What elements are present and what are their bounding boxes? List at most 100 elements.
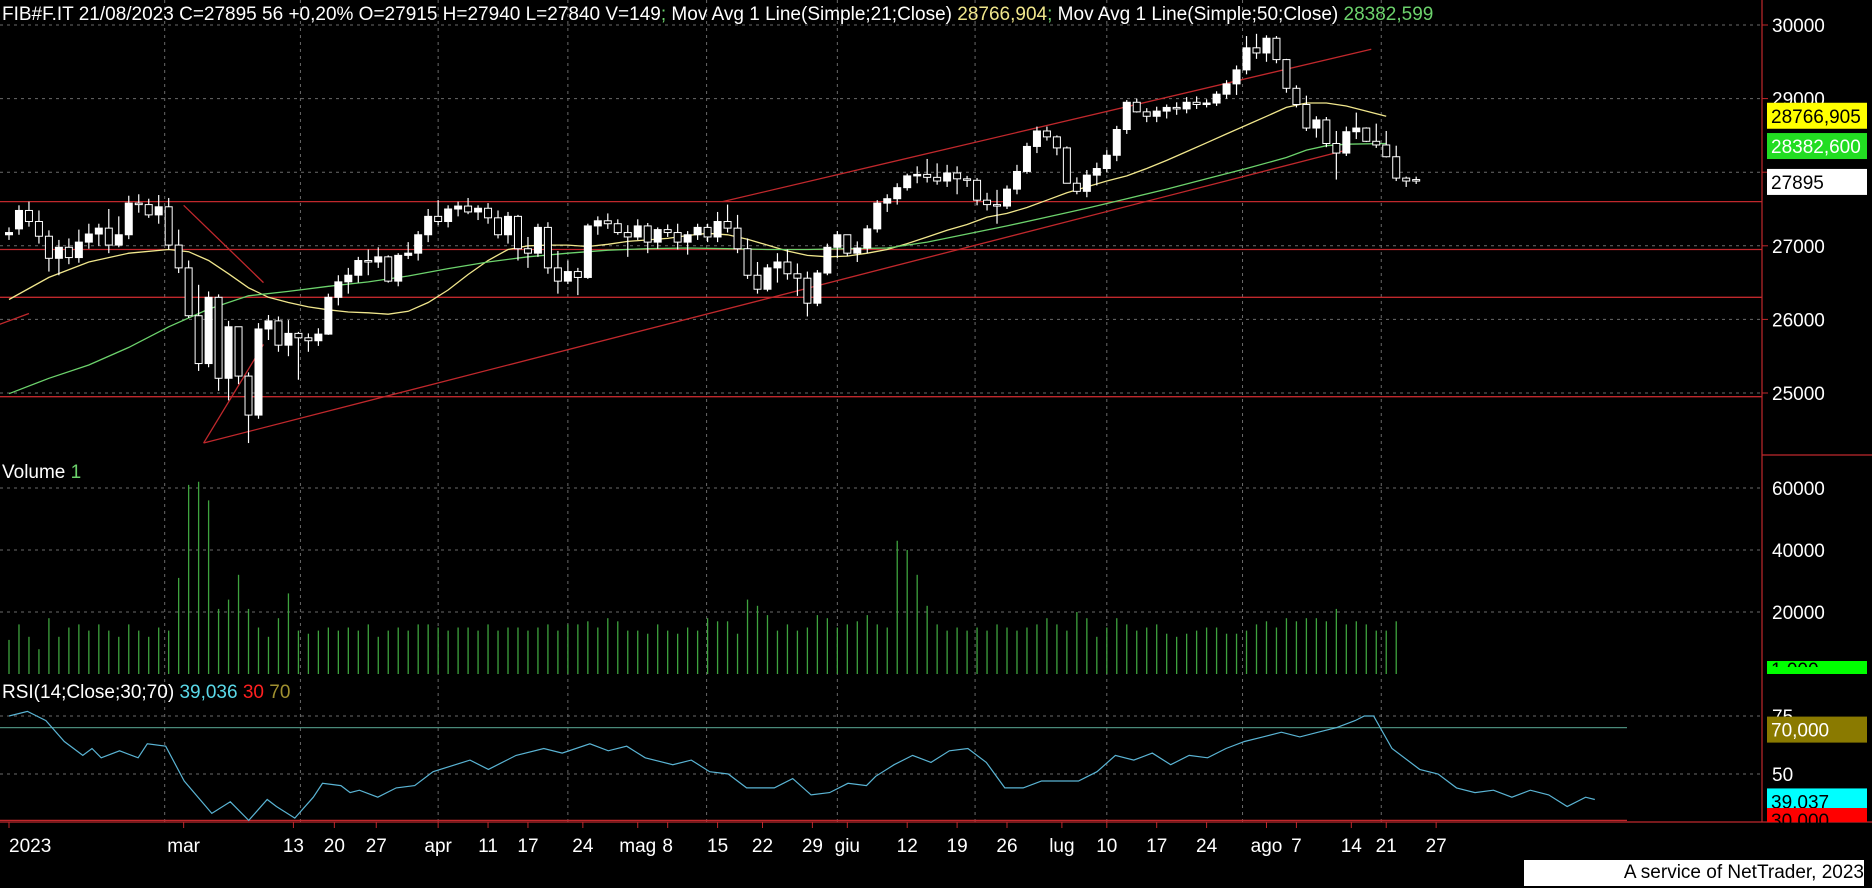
- candle-body: [144, 204, 153, 216]
- candle-body: [573, 271, 582, 278]
- candle-body: [703, 226, 712, 238]
- candle-body: [384, 256, 393, 282]
- x-tick-label: 20: [324, 836, 345, 857]
- candle-body: [104, 227, 113, 246]
- candle-body: [1282, 59, 1291, 89]
- candle-body: [1182, 101, 1191, 110]
- candle-body: [134, 202, 143, 206]
- candle-body: [184, 267, 193, 317]
- badge-volume-bg: [1767, 661, 1867, 674]
- candle-body: [1102, 154, 1111, 170]
- x-tick-label: 22: [752, 836, 773, 857]
- candle-body: [1042, 130, 1051, 138]
- candle-body: [1012, 170, 1021, 190]
- ma50-line: [8, 142, 1387, 395]
- candle-body: [484, 207, 493, 219]
- x-tick-label: 12: [897, 836, 918, 857]
- x-tick-label: 27: [1426, 836, 1447, 857]
- candle-body: [1082, 174, 1091, 192]
- candle-body: [444, 208, 453, 223]
- candle-body: [1252, 47, 1261, 54]
- candle-body: [424, 215, 433, 236]
- x-tick-label: 26: [996, 836, 1017, 857]
- x-tick-label: mar: [167, 836, 200, 857]
- candle-body: [1162, 106, 1171, 112]
- volume-bars: [8, 481, 1397, 674]
- badge-last-price: 27895: [1771, 173, 1824, 194]
- candle-body: [1272, 37, 1281, 61]
- candle-body: [394, 254, 403, 282]
- rsi-high: 70: [269, 682, 291, 703]
- candle-body: [633, 225, 642, 238]
- y-tick-label: 27000: [1772, 237, 1825, 258]
- candle-body: [673, 232, 682, 243]
- candle-body: [723, 221, 732, 229]
- candle-body: [973, 179, 982, 201]
- x-tick-label: 15: [707, 836, 728, 857]
- trendline: [203, 344, 265, 444]
- candle-body: [324, 296, 333, 335]
- candle-body: [933, 176, 942, 182]
- volume-label: Volume: [2, 462, 66, 483]
- candle-body: [1372, 140, 1381, 146]
- x-tick-label: 11: [478, 836, 498, 857]
- candle-body: [264, 320, 273, 330]
- candle-body: [883, 198, 892, 204]
- x-tick-label: 29: [802, 836, 823, 857]
- rsi-line: [0, 710, 1627, 822]
- candle-body: [504, 215, 512, 236]
- candle-body: [863, 228, 872, 249]
- rsi-tick-label: 50: [1772, 765, 1793, 786]
- candle-body: [953, 172, 962, 180]
- candle-body: [1242, 47, 1251, 71]
- candle-body: [943, 172, 952, 182]
- candle-body: [1302, 103, 1311, 129]
- trendlines: [0, 48, 1372, 444]
- volume-tick-label: 60000: [1772, 479, 1825, 500]
- candle-body: [1262, 37, 1271, 54]
- candle-body: [1032, 130, 1041, 147]
- candle-body: [44, 235, 53, 259]
- candle-body: [763, 267, 772, 290]
- candle-body: [244, 375, 253, 416]
- candle-body: [74, 241, 83, 259]
- candle-body: [1322, 119, 1331, 144]
- candle-body: [334, 281, 343, 298]
- rsi-value: 39,036: [179, 682, 238, 703]
- badge-ma21: 28766,905: [1771, 107, 1861, 128]
- volume-legend: Volume 1: [2, 462, 81, 484]
- candle-body: [374, 256, 383, 263]
- symbol-summary: FIB#F.IT 21/08/2023 C=27895 56 +0,20% O=…: [2, 4, 661, 25]
- candle-body: [823, 246, 832, 274]
- candle-body: [1192, 101, 1201, 105]
- candle-body: [623, 232, 632, 238]
- candle-body: [1402, 177, 1411, 182]
- candle-body: [494, 217, 503, 236]
- candlesticks: [5, 33, 1421, 444]
- candle-body: [1092, 168, 1101, 176]
- candle-body: [54, 246, 63, 259]
- candle-body: [513, 215, 522, 250]
- x-tick-label: mag: [619, 836, 656, 857]
- rsi-legend: RSI(14;Close;30;70) 39,036 30 70: [2, 682, 290, 704]
- y-tick-label: 26000: [1772, 310, 1825, 331]
- candle-body: [773, 261, 782, 269]
- candle-body: [34, 221, 43, 237]
- candle-body: [124, 202, 133, 236]
- x-tick-label: 13: [283, 836, 304, 857]
- candle-body: [903, 175, 912, 189]
- candle-body: [1072, 182, 1081, 192]
- candle-body: [783, 261, 792, 275]
- candle-body: [164, 206, 173, 246]
- candle-body: [993, 204, 1002, 207]
- x-tick-label: 17: [517, 836, 538, 857]
- x-tick-label: 19: [947, 836, 968, 857]
- candle-body: [1382, 144, 1391, 158]
- trendline: [203, 149, 1347, 444]
- trendline: [183, 204, 264, 284]
- candle-body: [743, 248, 752, 276]
- candle-body: [593, 220, 602, 227]
- candle-body: [643, 225, 652, 243]
- candle-body: [803, 277, 812, 304]
